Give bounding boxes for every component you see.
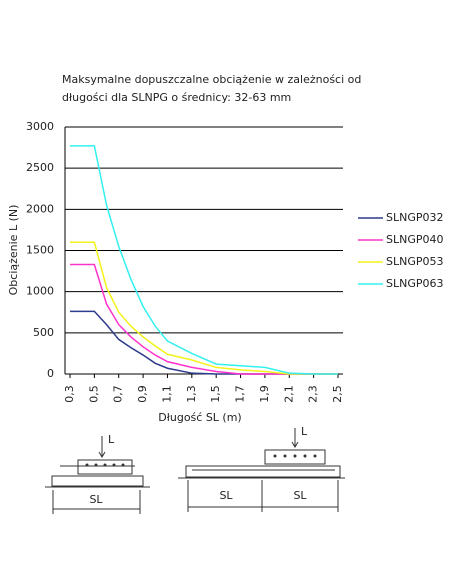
rail <box>45 459 150 488</box>
load-label: L <box>108 433 115 446</box>
dimension <box>187 428 339 512</box>
chart-title: długości dla SLNPG o średnicy: 32-63 mm <box>62 91 291 104</box>
x-tick-label: 0,5 <box>87 385 100 403</box>
length-label: SL <box>293 489 307 502</box>
y-tick-label: 0 <box>47 367 54 380</box>
y-tick-label: 2500 <box>26 161 54 174</box>
y-axis-label: Obciążenie L (N) <box>7 205 20 296</box>
bolt <box>112 463 116 467</box>
bolt <box>85 463 89 467</box>
y-tick-label: 1500 <box>26 244 54 257</box>
rail <box>178 449 345 479</box>
bolt <box>283 454 287 458</box>
legend-label: SLNGP053 <box>386 255 444 268</box>
diagram-right: L SL SL <box>178 425 345 512</box>
x-tick-label: 2,5 <box>331 385 344 403</box>
bolt <box>313 454 317 458</box>
legend-label: SLNGP040 <box>386 233 444 246</box>
x-tick-label: 0,3 <box>63 385 76 403</box>
bolt <box>94 463 98 467</box>
series-line <box>70 241 338 375</box>
length-label: SL <box>219 489 233 502</box>
x-tick-label: 1,7 <box>234 385 247 403</box>
x-tick-label: 2,1 <box>282 385 295 403</box>
bolt <box>103 463 107 467</box>
bolt <box>303 454 307 458</box>
chart-title: Maksymalne dopuszczalne obciążenie w zal… <box>62 73 361 86</box>
y-tick-label: 500 <box>33 326 54 339</box>
bolt <box>121 463 125 467</box>
y-tick-label: 3000 <box>26 120 54 133</box>
series-line <box>70 263 338 375</box>
legend-label: SLNGP032 <box>386 211 444 224</box>
x-tick-label: 2,3 <box>307 385 320 403</box>
legend-label: SLNGP063 <box>386 277 444 290</box>
series-line <box>70 145 338 375</box>
x-tick-label: 1,5 <box>209 385 222 403</box>
series-line <box>70 310 338 375</box>
x-tick-label: 0,7 <box>112 385 125 403</box>
diagram-left: L SL <box>45 433 150 514</box>
bolt <box>273 454 277 458</box>
y-tick-label: 1000 <box>26 285 54 298</box>
length-label: SL <box>89 493 103 506</box>
load-label: L <box>301 425 308 438</box>
y-tick-label: 2000 <box>26 202 54 215</box>
x-tick-label: 0,9 <box>136 385 149 403</box>
x-axis-label: Długość SL (m) <box>158 411 241 424</box>
dimension <box>52 436 141 514</box>
bolt <box>293 454 297 458</box>
x-tick-label: 1,3 <box>185 385 198 403</box>
x-tick-label: 1,9 <box>258 385 271 403</box>
x-tick-label: 1,1 <box>160 385 173 403</box>
